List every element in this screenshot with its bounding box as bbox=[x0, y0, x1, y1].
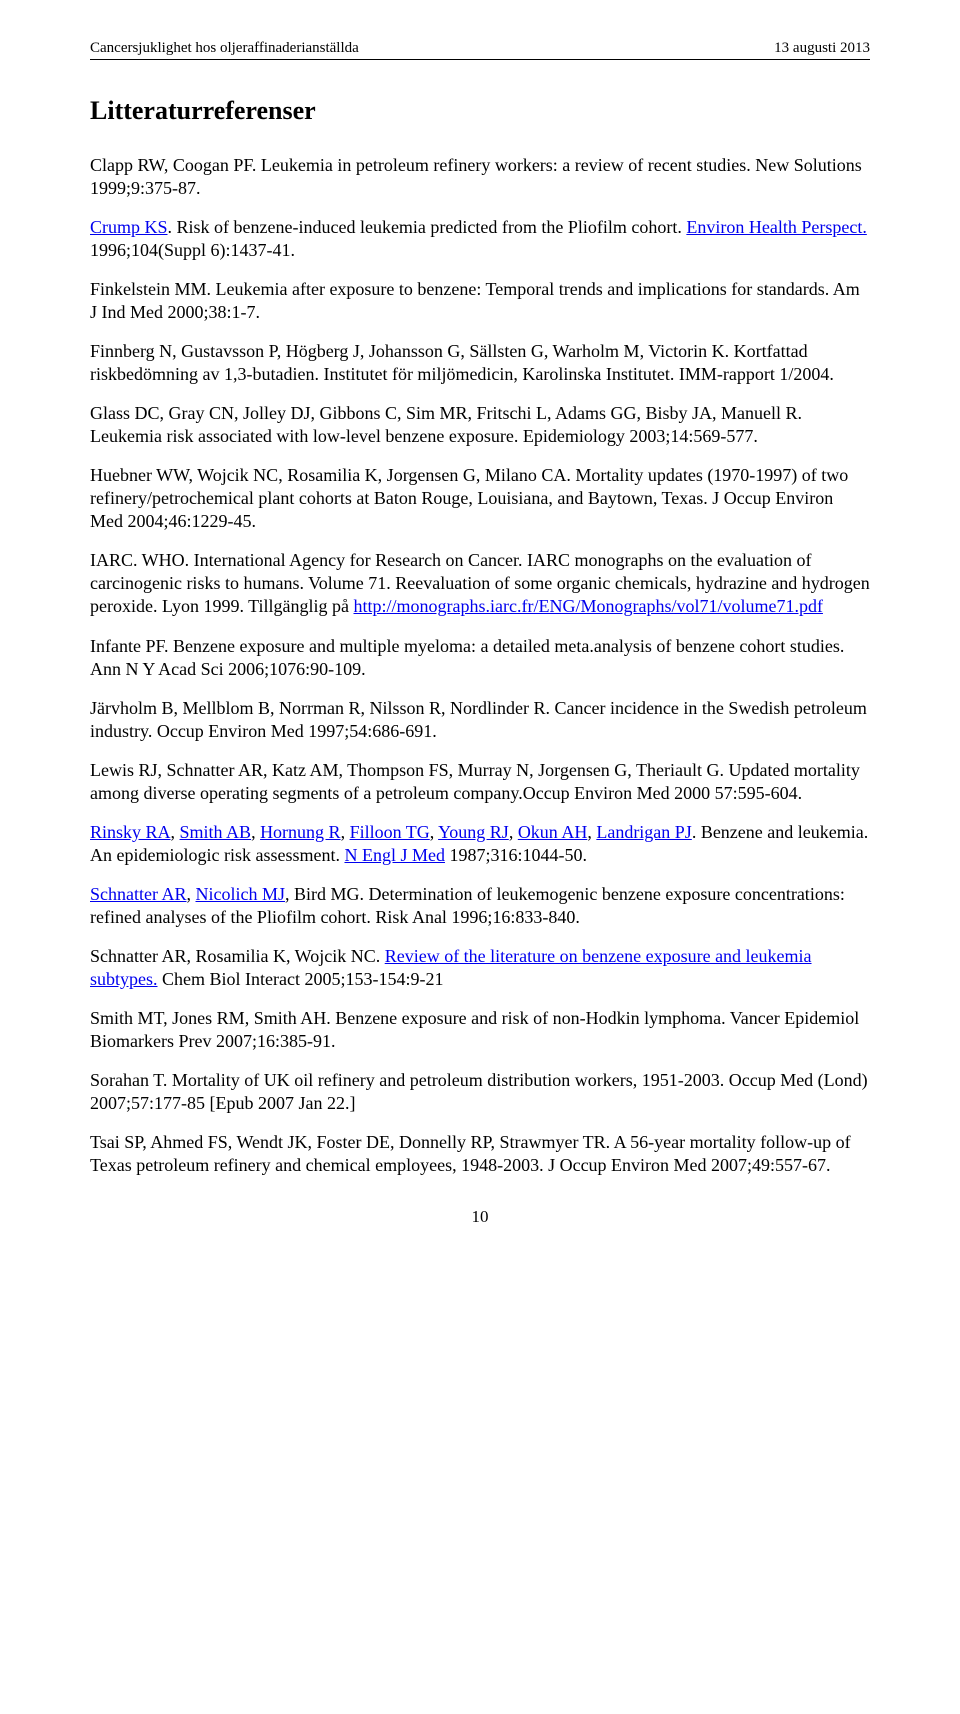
page-number: 10 bbox=[90, 1207, 870, 1227]
reference-text: , bbox=[587, 822, 596, 842]
reference-text: . Risk of benzene-induced leukemia predi… bbox=[168, 217, 687, 237]
reference-text: Järvholm B, Mellblom B, Norrman R, Nilss… bbox=[90, 698, 867, 741]
reference-text: Tsai SP, Ahmed FS, Wendt JK, Foster DE, … bbox=[90, 1132, 851, 1175]
reference-text: Finnberg N, Gustavsson P, Högberg J, Joh… bbox=[90, 341, 834, 384]
reference-text: Smith MT, Jones RM, Smith AH. Benzene ex… bbox=[90, 1008, 859, 1051]
reference-text: Infante PF. Benzene exposure and multipl… bbox=[90, 636, 844, 679]
header-left: Cancersjuklighet hos oljeraffinaderianst… bbox=[90, 40, 359, 57]
reference-item: Glass DC, Gray CN, Jolley DJ, Gibbons C,… bbox=[90, 402, 870, 448]
reference-item: Tsai SP, Ahmed FS, Wendt JK, Foster DE, … bbox=[90, 1131, 870, 1177]
reference-text: 1987;316:1044-50. bbox=[445, 845, 587, 865]
reference-link[interactable]: Schnatter AR bbox=[90, 884, 187, 904]
header-right: 13 augusti 2013 bbox=[774, 40, 870, 57]
reference-item: Järvholm B, Mellblom B, Norrman R, Nilss… bbox=[90, 697, 870, 743]
reference-item: Finkelstein MM. Leukemia after exposure … bbox=[90, 278, 870, 324]
reference-link[interactable]: Young RJ bbox=[438, 822, 509, 842]
reference-link[interactable]: Hornung R bbox=[260, 822, 341, 842]
reference-item: Huebner WW, Wojcik NC, Rosamilia K, Jorg… bbox=[90, 464, 870, 533]
reference-item: Clapp RW, Coogan PF. Leukemia in petrole… bbox=[90, 154, 870, 200]
reference-item: Smith MT, Jones RM, Smith AH. Benzene ex… bbox=[90, 1007, 870, 1053]
reference-text: , bbox=[509, 822, 518, 842]
reference-text: Glass DC, Gray CN, Jolley DJ, Gibbons C,… bbox=[90, 403, 802, 446]
reference-link[interactable]: http://monographs.iarc.fr/ENG/Monographs… bbox=[354, 596, 823, 616]
reference-item: Rinsky RA, Smith AB, Hornung R, Filloon … bbox=[90, 821, 870, 867]
reference-item: Schnatter AR, Nicolich MJ, Bird MG. Dete… bbox=[90, 883, 870, 929]
reference-item: Lewis RJ, Schnatter AR, Katz AM, Thompso… bbox=[90, 759, 870, 805]
reference-link[interactable]: Okun AH bbox=[518, 822, 588, 842]
reference-text: Finkelstein MM. Leukemia after exposure … bbox=[90, 279, 860, 322]
reference-text: Sorahan T. Mortality of UK oil refinery … bbox=[90, 1070, 868, 1113]
reference-item: Crump KS. Risk of benzene-induced leukem… bbox=[90, 216, 870, 262]
reference-text: Clapp RW, Coogan PF. Leukemia in petrole… bbox=[90, 155, 862, 198]
reference-link[interactable]: N Engl J Med bbox=[344, 845, 445, 865]
reference-item: Infante PF. Benzene exposure and multipl… bbox=[90, 635, 870, 681]
reference-link[interactable]: Landrigan PJ bbox=[596, 822, 691, 842]
reference-text: , bbox=[171, 822, 180, 842]
reference-item: Sorahan T. Mortality of UK oil refinery … bbox=[90, 1069, 870, 1115]
reference-item: Finnberg N, Gustavsson P, Högberg J, Joh… bbox=[90, 340, 870, 386]
reference-link[interactable]: Nicolich MJ bbox=[196, 884, 286, 904]
reference-item: Schnatter AR, Rosamilia K, Wojcik NC. Re… bbox=[90, 945, 870, 991]
reference-text: Schnatter AR, Rosamilia K, Wojcik NC. bbox=[90, 946, 385, 966]
reference-item: IARC. WHO. International Agency for Rese… bbox=[90, 549, 870, 618]
page-title: Litteraturreferenser bbox=[90, 96, 870, 126]
reference-text: Lewis RJ, Schnatter AR, Katz AM, Thompso… bbox=[90, 760, 860, 803]
reference-link[interactable]: Filloon TG bbox=[350, 822, 430, 842]
reference-text: Chem Biol Interact 2005;153-154:9-21 bbox=[158, 969, 444, 989]
page-header: Cancersjuklighet hos oljeraffinaderianst… bbox=[90, 40, 870, 60]
reference-link[interactable]: Environ Health Perspect. bbox=[686, 217, 866, 237]
reference-text: Huebner WW, Wojcik NC, Rosamilia K, Jorg… bbox=[90, 465, 848, 531]
reference-text: , bbox=[341, 822, 350, 842]
document-page: Cancersjuklighet hos oljeraffinaderianst… bbox=[0, 0, 960, 1267]
reference-text: , bbox=[430, 822, 438, 842]
reference-link[interactable]: Rinsky RA bbox=[90, 822, 171, 842]
reference-text: 1996;104(Suppl 6):1437-41. bbox=[90, 240, 295, 260]
references-list: Clapp RW, Coogan PF. Leukemia in petrole… bbox=[90, 154, 870, 1177]
reference-text: , bbox=[251, 822, 260, 842]
reference-text: , bbox=[187, 884, 196, 904]
reference-link[interactable]: Crump KS bbox=[90, 217, 168, 237]
reference-link[interactable]: Smith AB bbox=[180, 822, 252, 842]
